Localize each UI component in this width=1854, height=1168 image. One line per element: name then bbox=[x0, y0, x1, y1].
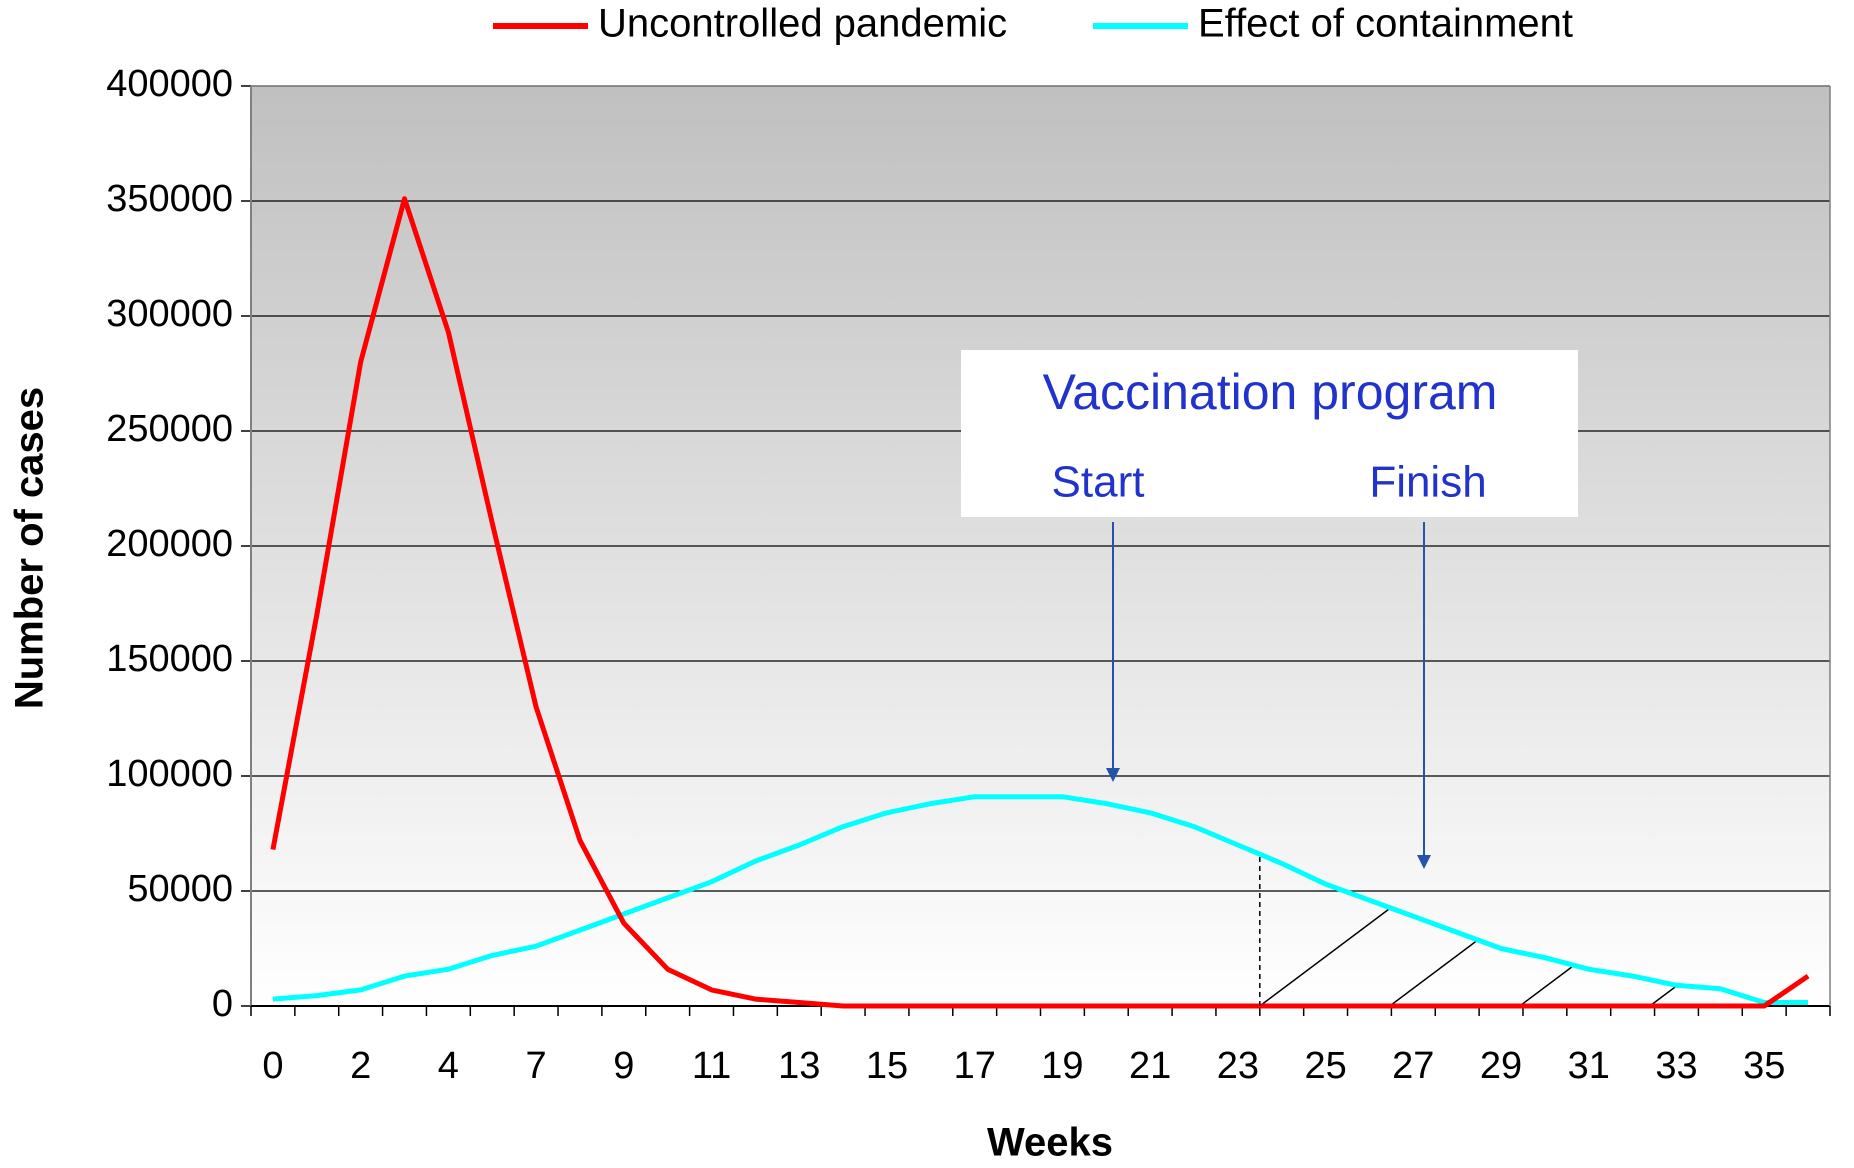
legend-label: Effect of containment bbox=[1198, 2, 1573, 46]
series-line bbox=[272, 794, 1809, 1006]
x-tick-label: 2 bbox=[350, 1045, 371, 1087]
y-tick-label: 350000 bbox=[106, 178, 233, 220]
x-tick-label: 27 bbox=[1392, 1045, 1434, 1087]
y-tick-label: 150000 bbox=[106, 638, 233, 680]
x-tick-label: 4 bbox=[438, 1045, 459, 1087]
x-tick-label: 25 bbox=[1304, 1045, 1346, 1087]
y-axis-label: Number of cases bbox=[8, 387, 52, 709]
x-tick-label: 17 bbox=[954, 1045, 996, 1087]
annotation-finish: Finish bbox=[1369, 458, 1486, 507]
start-arrowhead bbox=[1106, 768, 1120, 782]
x-tick-label: 35 bbox=[1743, 1045, 1785, 1087]
x-axis-label: Weeks bbox=[987, 1121, 1113, 1163]
x-tick-label: 29 bbox=[1480, 1045, 1522, 1087]
x-tick-label: 15 bbox=[866, 1045, 908, 1087]
x-tick-label: 21 bbox=[1129, 1045, 1171, 1087]
annotation-start: Start bbox=[1052, 458, 1145, 507]
y-tick-label: 300000 bbox=[106, 293, 233, 335]
series-line bbox=[270, 196, 1810, 1009]
x-tick-label: 23 bbox=[1217, 1045, 1259, 1087]
y-tick-label: 50000 bbox=[127, 868, 233, 910]
annotation-title: Vaccination program bbox=[1043, 364, 1498, 420]
y-tick-label: 200000 bbox=[106, 523, 233, 565]
y-tick-label: 0 bbox=[212, 983, 233, 1025]
y-tick-label: 250000 bbox=[106, 408, 233, 450]
x-tick-label: 0 bbox=[262, 1045, 283, 1087]
y-tick-label: 100000 bbox=[106, 753, 233, 795]
legend-label: Uncontrolled pandemic bbox=[598, 2, 1007, 46]
x-tick-label: 19 bbox=[1041, 1045, 1083, 1087]
y-tick-label: 400000 bbox=[106, 63, 233, 105]
x-tick-label: 33 bbox=[1655, 1045, 1697, 1087]
x-tick-label: 11 bbox=[692, 1045, 731, 1087]
x-tick-label: 13 bbox=[778, 1045, 820, 1087]
finish-arrowhead bbox=[1417, 855, 1431, 869]
x-tick-label: 7 bbox=[526, 1045, 547, 1087]
x-tick-label: 31 bbox=[1568, 1045, 1610, 1087]
annotation-box bbox=[961, 350, 1578, 517]
x-tick-label: 9 bbox=[613, 1045, 634, 1087]
